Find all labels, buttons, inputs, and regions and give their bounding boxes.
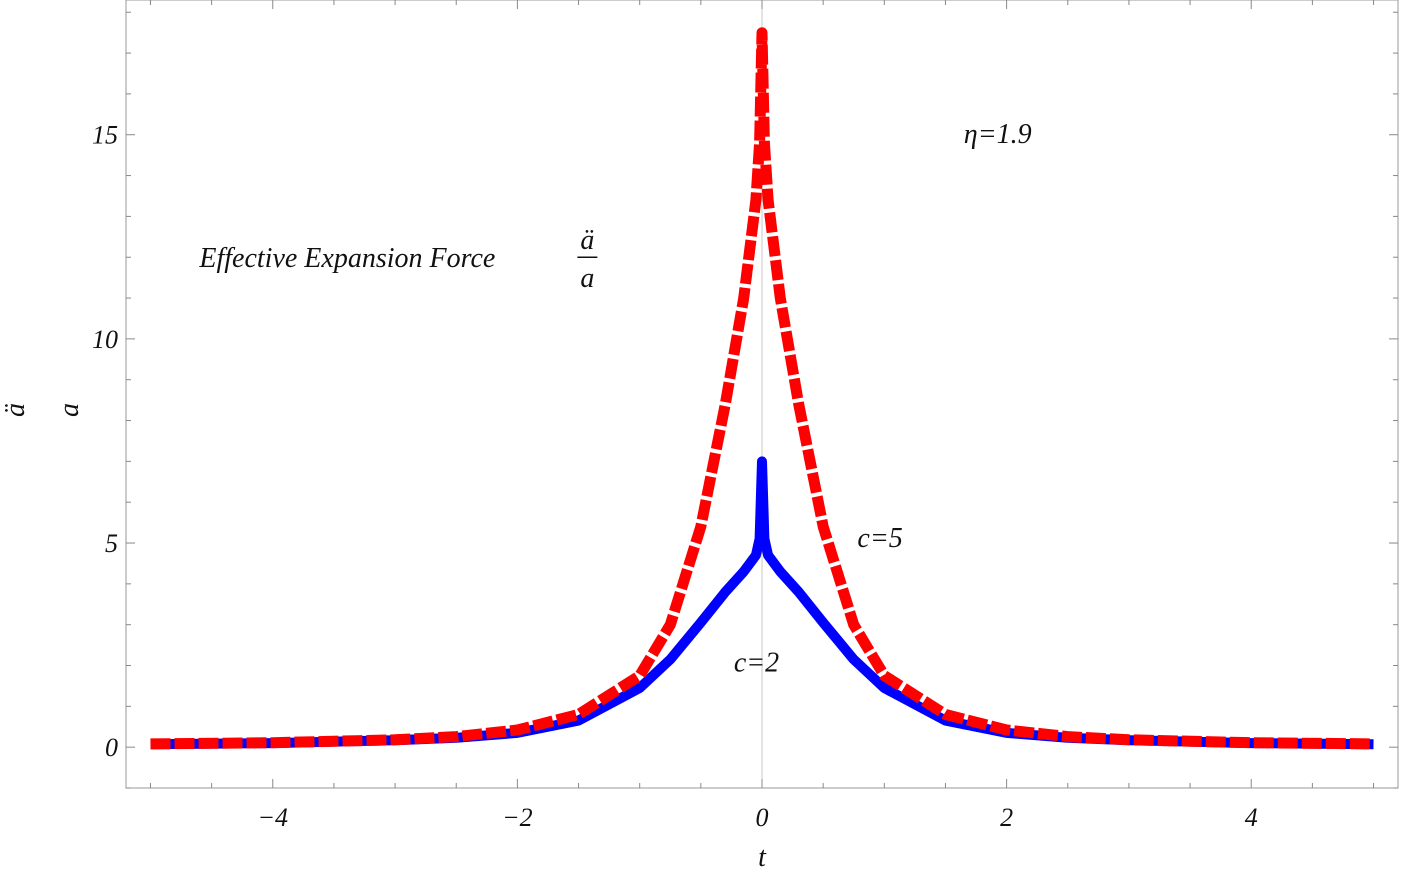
x-tick-label: 0 bbox=[756, 803, 769, 832]
annotation-c2: c=2 bbox=[734, 648, 779, 679]
y-tick-label: 0 bbox=[105, 733, 118, 762]
inline-title-denominator: a bbox=[580, 263, 594, 294]
annotation-c5: c=5 bbox=[857, 523, 902, 554]
series-line-c=5 bbox=[150, 27, 1374, 750]
y-axis-label: ä a bbox=[0, 403, 85, 417]
y-tick-label: 5 bbox=[105, 529, 118, 558]
series-layer bbox=[150, 27, 1374, 750]
y-axis-label-numerator: ä bbox=[0, 403, 31, 417]
x-tick-label: 4 bbox=[1245, 803, 1258, 832]
inline-title-text: Effective Expansion Force bbox=[198, 243, 495, 274]
x-tick-label: −4 bbox=[257, 803, 288, 832]
y-tick-label: 15 bbox=[92, 121, 118, 150]
annotation-eta: η=1.9 bbox=[964, 119, 1032, 150]
y-axis-ticks: 0 5 10 15 bbox=[92, 11, 1398, 789]
inline-title-numerator: ä bbox=[580, 225, 594, 256]
x-axis-label: t bbox=[758, 842, 767, 873]
x-axis-ticks: −4 −2 0 2 4 bbox=[149, 0, 1375, 832]
annotation-layer: η=1.9 c=5 c=2 Effective Expansion Force äa bbox=[198, 119, 1031, 679]
x-tick-label: 2 bbox=[1000, 803, 1013, 832]
x-tick-label: −2 bbox=[502, 803, 533, 832]
inline-title: Effective Expansion Force äa bbox=[198, 225, 598, 294]
y-axis-label-denominator: a bbox=[54, 403, 85, 417]
y-tick-label: 10 bbox=[92, 325, 118, 354]
